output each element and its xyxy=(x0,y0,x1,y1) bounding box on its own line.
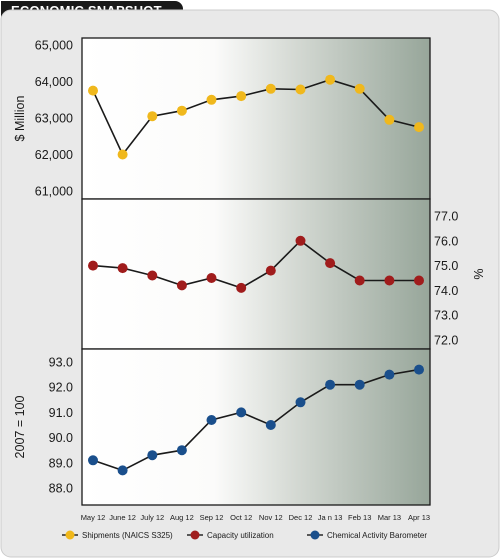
data-point-capacity xyxy=(88,260,98,271)
legend-label: Capacity utilization xyxy=(207,531,274,540)
series-line-cab xyxy=(92,368,420,472)
x-tick-label: Mar 13 xyxy=(378,513,401,522)
panel-plot-area xyxy=(81,37,431,200)
y-tick-label: 90.0 xyxy=(49,431,73,445)
data-point-capacity xyxy=(414,275,424,286)
panel-capacity: 77.0 76.0 75.0 74.0 73.0 72.0% xyxy=(81,198,485,350)
x-tick-label: May 12 xyxy=(81,513,106,522)
data-point-capacity xyxy=(265,265,276,276)
panel-plot-area xyxy=(81,348,431,506)
legend-marker xyxy=(190,530,200,540)
data-point-capacity xyxy=(147,270,158,281)
data-point-shipments xyxy=(117,149,128,160)
y-tick-label: 89.0 xyxy=(49,456,73,470)
data-point-cab xyxy=(206,415,217,425)
data-point-cab xyxy=(88,455,98,466)
y-tick-label: 92.0 xyxy=(49,381,73,395)
y-tick-label: 63,000 xyxy=(35,112,73,126)
x-tick-label: Ja n 13 xyxy=(318,513,343,522)
y-tick-label: 93.0 xyxy=(49,356,73,370)
y-tick-label: 65,000 xyxy=(35,39,73,53)
y-tick-label: 77.0 xyxy=(434,210,458,224)
data-point-cab xyxy=(265,420,276,430)
panel-plot-area xyxy=(81,198,431,350)
x-tick-label: July 12 xyxy=(140,513,164,522)
data-point-cab xyxy=(295,397,306,408)
x-tick-label: Nov 12 xyxy=(259,513,283,522)
y-tick-label: 62,000 xyxy=(35,148,73,162)
y-tick-label: 75.0 xyxy=(434,259,458,273)
data-point-shipments xyxy=(384,114,395,125)
y-tick-label: 76.0 xyxy=(434,234,458,248)
y-tick-label: 91.0 xyxy=(49,406,73,420)
data-point-shipments xyxy=(295,84,306,95)
legend-item-capacity: Capacity utilization xyxy=(187,530,274,540)
data-point-shipments xyxy=(147,111,158,122)
y-tick-label: 74.0 xyxy=(434,284,458,298)
data-point-cab xyxy=(117,465,128,476)
y-axis-label: 2007 = 100 xyxy=(13,396,27,459)
y-tick-label: 72.0 xyxy=(434,334,458,348)
y-tick-label: 61,000 xyxy=(35,185,73,199)
legend-marker xyxy=(310,530,320,540)
x-tick-label: Oct 12 xyxy=(230,513,252,522)
legend-marker xyxy=(65,530,75,540)
y-tick-label: 88.0 xyxy=(49,482,73,496)
data-point-shipments xyxy=(176,105,187,116)
x-tick-label: Feb 13 xyxy=(348,513,371,522)
data-point-shipments xyxy=(236,91,247,102)
data-point-capacity xyxy=(354,275,365,286)
y-tick-label: 64,000 xyxy=(35,75,73,89)
data-point-cab xyxy=(176,445,187,456)
data-point-capacity xyxy=(206,273,217,283)
data-point-capacity xyxy=(117,263,128,274)
data-point-capacity xyxy=(384,275,395,286)
panel-cab: 93.0 92.0 91.0 90.0 89.0 88.0 2007 = 100 xyxy=(13,348,431,506)
data-point-shipments xyxy=(206,94,217,105)
y-tick-label: 73.0 xyxy=(434,309,458,323)
x-tick-label: Dec 12 xyxy=(289,513,313,522)
data-point-capacity xyxy=(236,282,247,293)
x-tick-label: June 12 xyxy=(109,513,136,522)
data-point-cab xyxy=(147,450,158,461)
data-point-shipments xyxy=(354,83,365,94)
data-point-cab xyxy=(236,407,247,418)
x-tick-label: Sep 12 xyxy=(200,513,224,522)
legend-item-cab: Chemical Activity Barometer xyxy=(307,530,427,540)
data-point-shipments xyxy=(265,83,276,94)
data-point-capacity xyxy=(325,258,336,269)
x-tick-label: Aug 12 xyxy=(170,513,194,522)
data-point-capacity xyxy=(295,235,306,246)
y-axis-label: % xyxy=(471,268,485,279)
legend-label: Shipments (NAICS S325) xyxy=(82,531,173,540)
data-point-cab xyxy=(384,369,395,380)
panel-shipments: 65,000 64,000 63,000 62,000 61,000 $ Million xyxy=(13,37,431,200)
data-point-capacity xyxy=(176,280,187,291)
x-tick-label: Apr 13 xyxy=(408,513,430,522)
data-point-cab xyxy=(414,364,424,375)
data-point-shipments xyxy=(325,74,336,85)
data-point-cab xyxy=(354,379,365,390)
y-axis-label: $ Million xyxy=(13,96,27,142)
data-point-shipments xyxy=(414,122,424,133)
data-point-shipments xyxy=(88,85,98,96)
legend-label: Chemical Activity Barometer xyxy=(327,531,427,540)
legend-item-shipments: Shipments (NAICS S325) xyxy=(62,530,173,540)
series-line-shipments xyxy=(92,78,420,157)
data-point-cab xyxy=(325,379,336,390)
